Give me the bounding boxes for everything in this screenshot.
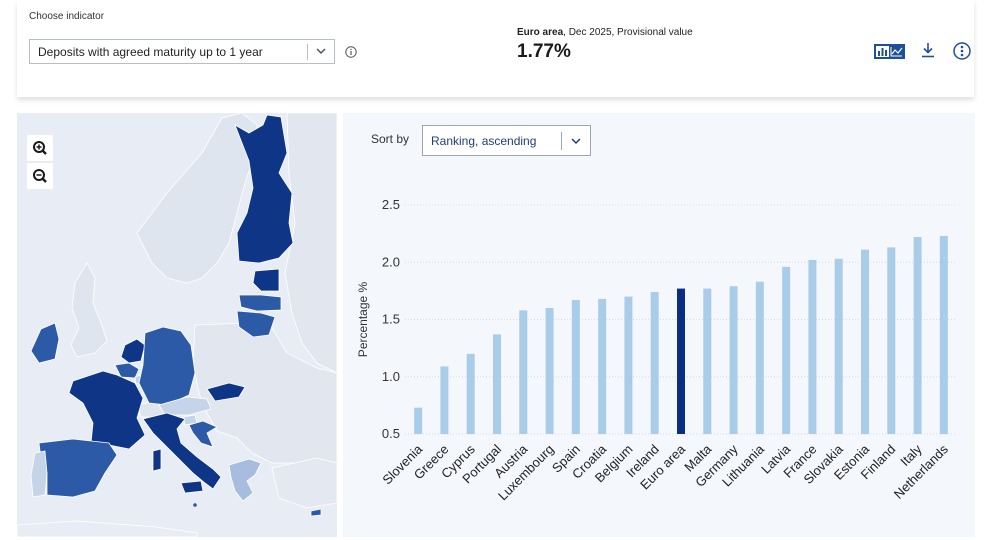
map-scandinavia [136,113,258,284]
map-sicily [180,480,204,494]
map-malta [193,503,197,507]
map-ireland [30,322,60,364]
map-greece [228,458,262,502]
headline-area: Euro area [517,27,564,38]
zoom-out-button[interactable] [27,163,53,189]
bar-spain[interactable] [571,300,580,434]
map-finland [234,114,294,264]
map-uk [70,262,108,358]
bar-france[interactable] [808,259,817,434]
line-chart-icon[interactable] [890,46,903,57]
bar-italy[interactable] [913,237,922,434]
bar-portugal[interactable] [493,334,501,434]
y-tick-label: 1.5 [382,312,400,327]
bar-lithuania[interactable] [755,281,764,434]
bar-austria[interactable] [519,310,528,434]
bar-greece[interactable] [440,366,449,434]
bar-finland[interactable] [887,247,896,434]
y-tick-label: 1.0 [382,369,400,384]
bar-chart-icon[interactable] [876,46,889,57]
bar-estonia[interactable] [861,249,869,434]
bar-germany[interactable] [729,286,738,434]
y-tick-label: 2.0 [382,254,400,269]
map-spain [38,438,118,498]
chart-panel: Sort by Ranking, ascending 0.5 1.0 1.5 2.0 2… [343,113,975,537]
y-tick-label: 0.5 [382,426,400,441]
map-italy [142,412,222,490]
sort-label: Sort by [371,132,410,146]
bar-netherlands[interactable] [939,235,948,434]
bar-cyprus[interactable] [466,353,475,434]
indicator-panel: Choose indicator Deposits with agreed ma… [17,0,974,97]
chart-type-toggle[interactable] [874,44,905,59]
map-france [68,370,146,450]
zoom-out-icon [33,169,47,183]
bar-latvia[interactable] [782,266,791,434]
map-lithuania [236,310,276,338]
download-icon[interactable] [921,42,935,58]
bar-malta[interactable] [703,288,712,434]
map-estonia [252,268,280,292]
headline-value: 1.77% [517,41,571,62]
europe-map[interactable] [17,113,337,537]
headline-label: Euro area, Dec 2025, Provisional value [517,27,693,38]
y-axis-label: Percentage % [356,281,370,357]
bar-euro-area[interactable] [677,288,685,434]
indicator-selected-value: Deposits with agreed maturity up to 1 ye… [38,45,263,59]
dropdown-divider [307,44,308,60]
map-cyprus [310,508,322,517]
choose-indicator-label: Choose indicator [29,11,105,22]
chevron-down-icon [571,138,581,145]
bar-ireland[interactable] [650,292,659,434]
map-turkey [271,457,337,509]
chevron-down-icon [316,48,326,55]
map-portugal [30,450,48,498]
sort-dropdown[interactable]: Ranking, ascending [422,125,591,156]
dropdown-divider [561,132,562,150]
map-slovakia [206,382,246,402]
bar-slovakia[interactable] [834,258,843,434]
zoom-in-icon [33,141,47,155]
map-latvia [238,294,282,312]
headline-detail: , Dec 2025, Provisional value [563,27,693,38]
map-north-africa [17,520,198,537]
bar-croatia[interactable] [598,298,607,434]
bar-belgium[interactable] [624,296,633,434]
map-germany [138,326,196,406]
map-russia [284,113,337,374]
more-options-icon[interactable] [953,42,971,60]
indicator-dropdown[interactable]: Deposits with agreed maturity up to 1 ye… [29,39,335,64]
zoom-in-button[interactable] [27,135,53,161]
map-sardinia [152,448,162,472]
bar-luxembourg[interactable] [545,308,554,434]
map-svg [17,113,337,537]
sort-selected-value: Ranking, ascending [431,134,537,148]
map-netherlands [120,338,146,364]
info-icon[interactable] [345,46,357,58]
map-croatia [188,420,218,448]
y-tick-label: 2.5 [382,197,400,212]
bar-slovenia[interactable] [414,407,423,434]
map-belgium [114,362,140,379]
